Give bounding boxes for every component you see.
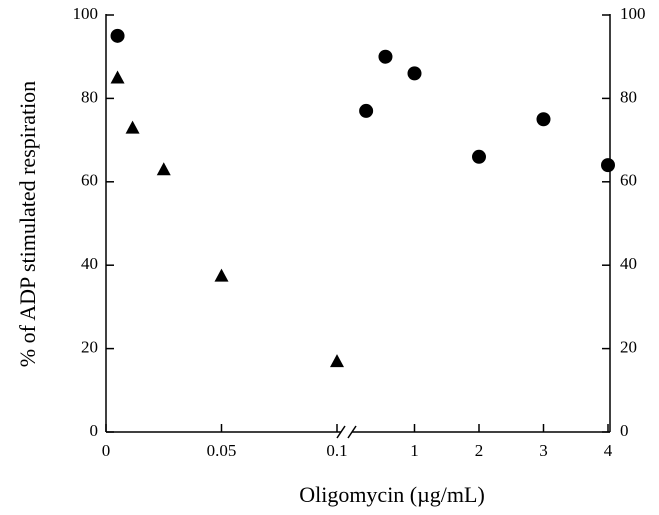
x-tick-label: 0 — [102, 441, 111, 460]
triangle-point — [156, 162, 171, 176]
triangle-point — [214, 268, 229, 282]
triangle-point — [330, 354, 344, 368]
y2-tick-label: 80 — [620, 87, 637, 106]
x2-tick-label: 1 — [410, 441, 419, 460]
y-tick-label: 80 — [81, 87, 98, 106]
y2-tick-label: 40 — [620, 254, 637, 273]
y2-tick-label: 0 — [620, 421, 629, 440]
x-tick-label: 0.05 — [207, 441, 237, 460]
x2-tick-label: 3 — [539, 441, 548, 460]
axis-break — [347, 425, 357, 439]
y2-tick-label: 60 — [620, 171, 637, 190]
circle-point — [110, 28, 125, 43]
y-tick-label: 40 — [81, 254, 98, 273]
y-tick-label: 0 — [90, 421, 99, 440]
circle-point — [536, 112, 551, 127]
y-tick-label: 100 — [73, 4, 99, 23]
axis-break — [336, 425, 346, 439]
x2-tick-label: 2 — [475, 441, 484, 460]
y-tick-label: 60 — [81, 171, 98, 190]
y-tick-label: 20 — [81, 338, 98, 357]
triangle-point — [125, 120, 140, 134]
circle-point — [407, 66, 422, 81]
circle-point — [601, 158, 615, 173]
triangle-point — [110, 70, 125, 84]
circle-point — [359, 103, 374, 118]
circle-point — [378, 49, 393, 64]
y-axis-title: % of ADP stimulated respiration — [15, 81, 40, 367]
x-tick-label: 0.1 — [326, 441, 347, 460]
x-axis-title: Oligomycin (µg/mL) — [299, 482, 485, 507]
x2-tick-label: 4 — [604, 441, 613, 460]
y2-tick-label: 20 — [620, 338, 637, 357]
y2-tick-label: 100 — [620, 4, 646, 23]
circle-point — [472, 149, 486, 164]
